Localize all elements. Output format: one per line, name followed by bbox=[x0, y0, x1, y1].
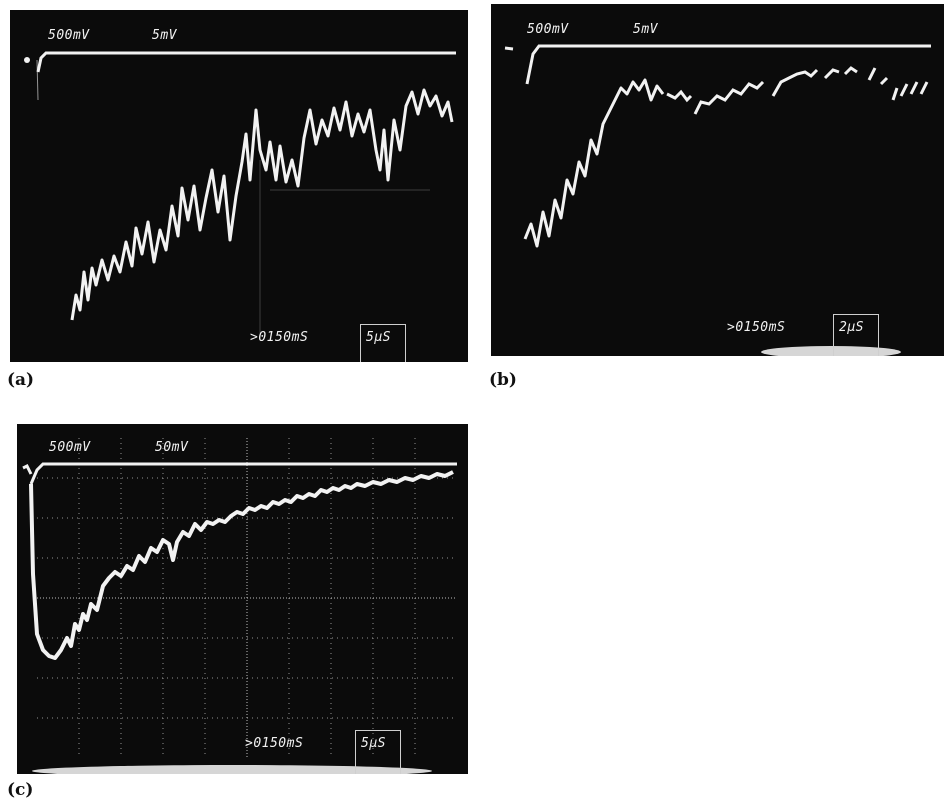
channel2-scale: 5mV bbox=[152, 28, 177, 43]
timebase-box bbox=[360, 324, 406, 362]
channel1-scale: 500mV bbox=[48, 28, 90, 43]
oscilloscope-screen-b: 500mV 5mV >0150mS 2μS bbox=[491, 4, 944, 356]
trace-area-a bbox=[24, 51, 456, 340]
caption-b: (b) bbox=[489, 370, 517, 390]
caption-a: (a) bbox=[7, 370, 35, 390]
timebase-box bbox=[833, 314, 879, 356]
timebase-readout: 2μS bbox=[839, 320, 864, 335]
timebase-box bbox=[355, 730, 401, 774]
channel2-scale: 50mV bbox=[155, 440, 189, 455]
timebase-readout: 5μS bbox=[361, 736, 386, 751]
trace-area-b bbox=[504, 44, 931, 356]
caption-c: (c) bbox=[7, 780, 34, 800]
channel1-scale: 500mV bbox=[49, 440, 91, 455]
trigger-readout: >0150mS bbox=[727, 320, 786, 335]
oscilloscope-screen-a: 500mV 5mV >0150mS 5μS bbox=[10, 10, 468, 362]
trigger-readout: >0150mS bbox=[245, 736, 304, 751]
oscilloscope-screen-c: 500mV 50mV >0150mS 5μS bbox=[17, 424, 468, 774]
channel1-scale: 500mV bbox=[527, 22, 569, 37]
channel2-scale: 5mV bbox=[633, 22, 658, 37]
timebase-readout: 5μS bbox=[366, 330, 391, 345]
trace-area-c bbox=[22, 438, 457, 774]
trigger-readout: >0150mS bbox=[250, 330, 309, 345]
